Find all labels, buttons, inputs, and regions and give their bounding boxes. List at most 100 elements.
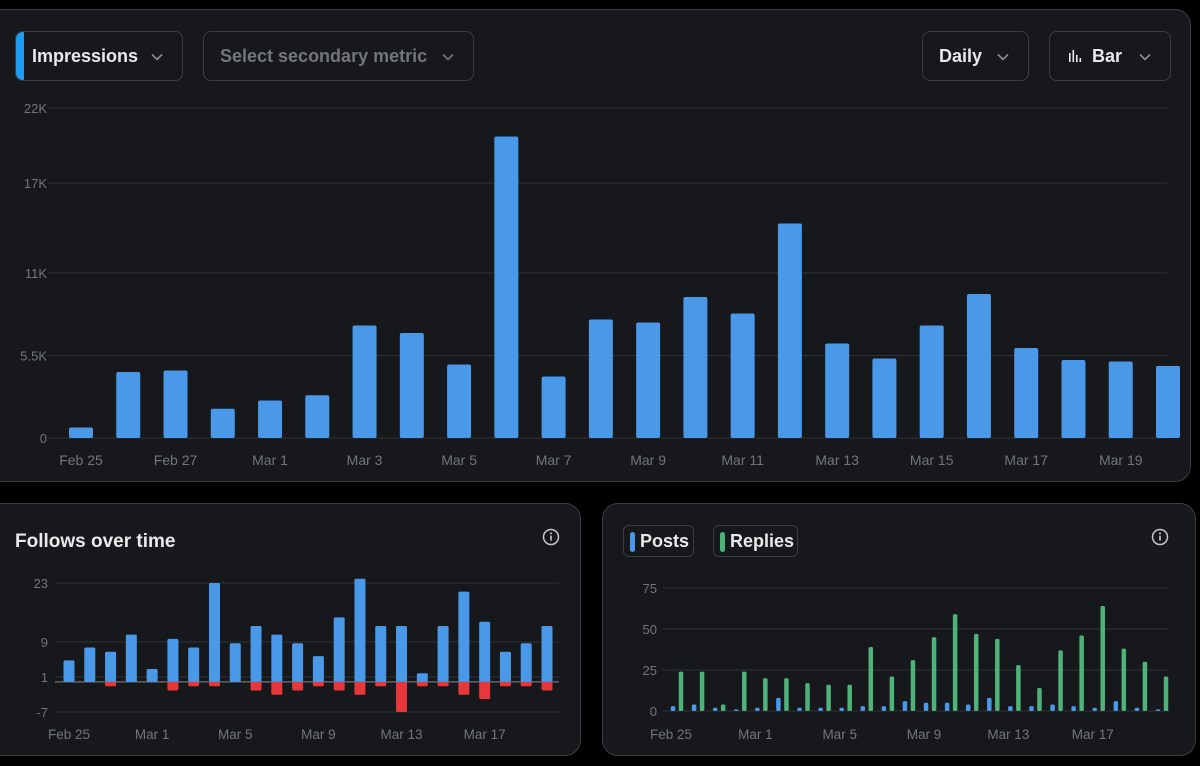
impressions-bar: [494, 136, 519, 438]
impressions-bar: [116, 372, 141, 438]
replies-bar: [1121, 648, 1127, 711]
legend-replies[interactable]: Replies: [713, 525, 798, 557]
follows-chart-title: Follows over time: [15, 531, 176, 552]
impressions-chart-card: Impressions Select secondary metric Dail…: [0, 9, 1191, 482]
primary-metric-dropdown[interactable]: Impressions: [15, 31, 183, 81]
replies-bar: [763, 678, 768, 711]
impressions-bar: [1108, 361, 1133, 438]
posts-bar: [712, 707, 718, 711]
impressions-bar: [919, 325, 944, 438]
primary-metric-label: Impressions: [32, 45, 139, 66]
follows-lost-bar: [499, 681, 511, 687]
follows-gained-bar: [208, 583, 220, 682]
follows-gained-bar: [146, 669, 158, 682]
follows-lost-bar: [375, 681, 387, 687]
follows-gained-bar: [396, 626, 408, 682]
y-tick-label: 75: [643, 581, 657, 596]
chevron-down-icon: [151, 53, 163, 61]
follows-lost-bar: [208, 681, 220, 687]
x-tick-label: Mar 5: [441, 452, 477, 468]
posts-bar: [755, 707, 760, 711]
x-tick-label: Feb 25: [650, 727, 692, 742]
info-icon[interactable]: [542, 528, 560, 546]
follows-lost-bar: [354, 681, 366, 695]
follows-lost-bar: [458, 681, 470, 695]
replies-bar: [678, 671, 684, 711]
impressions-bar: [541, 376, 566, 438]
impressions-bar: [447, 364, 472, 438]
legend-posts[interactable]: Posts: [623, 525, 694, 557]
impressions-bar: [1014, 348, 1039, 438]
follows-gained-bar: [479, 621, 491, 682]
x-tick-label: Mar 13: [381, 727, 423, 742]
follows-gained-bar: [250, 626, 262, 682]
follows-gained-bar: [541, 626, 553, 682]
impressions-bar: [636, 322, 661, 438]
interval-dropdown[interactable]: Daily: [922, 31, 1029, 81]
impressions-bar: [210, 408, 235, 438]
follows-gained-bar: [167, 638, 179, 682]
replies-bar: [910, 660, 916, 711]
follows-lost-bar: [396, 681, 408, 712]
x-tick-label: Mar 3: [347, 452, 383, 468]
follows-gained-bar: [375, 626, 387, 682]
posts-bar: [923, 702, 929, 711]
x-tick-label: Mar 5: [822, 727, 857, 742]
chevron-down-icon: [442, 53, 454, 61]
replies-bar: [1100, 606, 1105, 711]
impressions-bar: [305, 395, 330, 438]
y-tick-label: 5.5K: [20, 349, 47, 364]
follows-lost-bar: [292, 681, 304, 691]
x-tick-label: Feb 25: [48, 727, 90, 742]
posts-bar: [1113, 701, 1119, 711]
x-tick-label: Mar 9: [301, 727, 336, 742]
replies-bar: [889, 676, 895, 711]
impressions-bar: [1156, 366, 1180, 438]
posts-bar: [965, 704, 971, 711]
posts-bar: [691, 704, 697, 711]
x-tick-label: Mar 11: [721, 452, 764, 468]
secondary-metric-dropdown[interactable]: Select secondary metric: [203, 31, 474, 81]
follows-gained-bar: [125, 634, 137, 682]
impressions-bar: [730, 313, 755, 438]
posts-bar: [881, 706, 887, 711]
replies-bar: [826, 684, 831, 711]
chart-type-label: Bar: [1092, 45, 1123, 66]
posts-bar: [1155, 709, 1161, 711]
metric-color-indicator: [16, 32, 24, 80]
follows-gained-bar: [105, 651, 117, 682]
replies-bar: [931, 637, 937, 711]
posts-bar: [734, 709, 739, 711]
y-tick-label: 22K: [24, 101, 47, 116]
follows-gained-bar: [312, 656, 324, 682]
follows-lost-bar: [416, 681, 428, 687]
replies-bar: [1163, 676, 1169, 711]
x-tick-label: Mar 15: [910, 452, 954, 468]
impressions-bar: [588, 319, 613, 438]
posts-bar: [860, 706, 866, 711]
x-tick-label: Mar 7: [536, 452, 572, 468]
y-tick-label: 25: [643, 663, 657, 678]
replies-bar: [699, 671, 705, 711]
follows-gained-bar: [84, 647, 96, 682]
follows-gained-bar: [229, 643, 241, 682]
legend-replies-label: Replies: [730, 530, 795, 551]
posts-bar: [1008, 706, 1013, 711]
follows-lost-bar: [541, 681, 553, 691]
follows-gained-bar: [437, 626, 449, 682]
replies-bar: [1142, 661, 1148, 711]
x-tick-label: Mar 13: [815, 452, 859, 468]
info-icon[interactable]: [1151, 528, 1169, 546]
follows-lost-bar: [520, 681, 532, 687]
posts-bar: [987, 697, 992, 711]
impressions-bar-chart: 0 5.5K 11K 17K 22K Feb 25 Feb 27 Mar 1 Mar 3 Mar …: [20, 101, 1180, 468]
x-tick-label: Mar 9: [907, 727, 942, 742]
x-tick-label: Mar 5: [218, 727, 253, 742]
posts-bar: [1092, 707, 1097, 711]
impressions-bar: [683, 297, 708, 438]
chevron-down-icon: [1139, 53, 1151, 61]
replies-bar: [1016, 665, 1021, 711]
chart-type-dropdown[interactable]: Bar: [1049, 31, 1171, 81]
x-tick-label: Mar 19: [1099, 452, 1143, 468]
follows-gained-bar: [271, 634, 283, 682]
